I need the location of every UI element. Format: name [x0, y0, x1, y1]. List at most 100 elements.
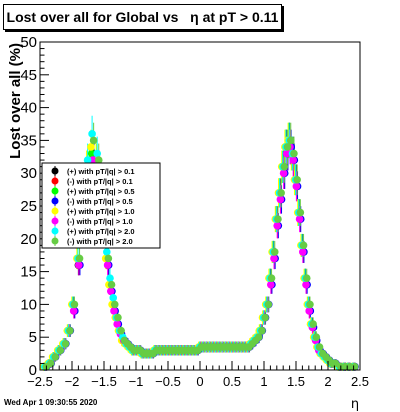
data-point: [69, 307, 78, 315]
legend-swatch: [51, 187, 59, 195]
y-axis-label: Lost over all (%): [7, 43, 24, 159]
x-tick-label: −2.5: [27, 374, 53, 389]
x-tick-label: −2: [65, 374, 80, 389]
legend-label: (-) with pT/|q| > 0.5: [67, 197, 133, 206]
data-points: [39, 130, 359, 371]
data-point: [106, 274, 114, 282]
data-point: [94, 156, 103, 164]
data-point: [306, 300, 314, 309]
data-point: [261, 313, 269, 322]
data-point: [267, 274, 276, 282]
legend-label: (+) with pT/|q| > 0.5: [67, 187, 135, 196]
data-point: [276, 195, 285, 204]
data-point: [88, 130, 96, 138]
legend: (+) with pT/|q| > 0.1 (-) with pT/|q| > 0…: [41, 162, 161, 249]
data-point: [270, 248, 279, 256]
legend-swatch: [51, 237, 59, 245]
data-point: [296, 208, 305, 217]
data-point: [110, 300, 119, 309]
legend-swatch: [51, 167, 59, 175]
data-point: [274, 215, 282, 223]
data-point: [283, 143, 292, 151]
y-tick-label: 35: [20, 132, 37, 149]
axes: −2.5 −2 −1.5 −1 −0.5 0 0.5 1 1.5 2 2.5 0 5 10 15 20 25 30…: [20, 34, 369, 389]
y-tick-label: 5: [29, 329, 37, 346]
data-point: [299, 241, 308, 250]
data-point: [103, 248, 111, 256]
x-tick-label: −1.5: [91, 374, 117, 389]
data-point: [270, 254, 278, 263]
data-point: [350, 362, 359, 371]
legend-swatch: [51, 207, 59, 215]
legend-swatch: [51, 177, 59, 185]
data-point: [107, 280, 116, 289]
data-point: [106, 287, 115, 296]
data-point: [264, 300, 273, 309]
legend-label: (+) with pT/|q| > 0.1: [67, 167, 135, 176]
y-tick-label: 10: [20, 296, 37, 313]
y-tick-label: 0: [29, 362, 37, 379]
data-point: [258, 326, 266, 335]
data-point: [282, 149, 291, 158]
data-point: [293, 175, 301, 184]
data-point: [266, 280, 275, 289]
x-tick-label: 1: [260, 374, 267, 389]
data-point: [89, 156, 97, 164]
chart-title-box: Lost over all for Global vs η at pT > 0.…: [3, 4, 282, 30]
data-point: [302, 280, 310, 289]
data-point: [61, 339, 70, 348]
legend-label: (+) with pT/|q| > 2.0: [67, 227, 135, 236]
data-point: [298, 248, 307, 256]
data-point: [104, 254, 113, 263]
data-point: [273, 221, 281, 230]
y-tick-label: 50: [20, 34, 37, 51]
data-point: [66, 326, 74, 335]
data-point: [279, 169, 288, 177]
data-point: [87, 143, 95, 151]
chart-title: Lost over all for Global vs η at pT > 0.…: [6, 9, 279, 25]
data-point: [117, 326, 125, 335]
x-tick-label: 0.5: [223, 374, 241, 389]
x-tick-label: 2.5: [351, 374, 369, 389]
legend-label: (-) with pT/|q| > 1.0: [67, 217, 133, 226]
data-point: [286, 136, 295, 145]
data-point: [83, 156, 92, 164]
y-tick-label: 45: [20, 67, 37, 84]
data-point: [302, 274, 311, 282]
data-point: [56, 346, 65, 355]
data-point: [70, 300, 79, 309]
data-point: [109, 294, 118, 302]
legend-swatch: [51, 197, 59, 205]
data-point: [309, 320, 317, 328]
y-tick-label: 15: [20, 264, 37, 281]
data-point: [75, 254, 84, 263]
legend-swatch: [51, 217, 59, 225]
data-point: [280, 162, 289, 171]
data-point: [312, 333, 321, 342]
x-axis-label: η: [351, 397, 359, 412]
legend-label: (+) with pT/|q| > 1.0: [67, 207, 135, 216]
legend-swatch: [51, 227, 59, 235]
data-point: [74, 261, 83, 269]
data-point: [290, 149, 298, 158]
data-point: [46, 359, 55, 368]
x-tick-label: −0.5: [155, 374, 181, 389]
data-point: [51, 353, 60, 361]
data-point: [277, 189, 285, 197]
x-tick-label: 2: [324, 374, 331, 389]
y-tick-label: 30: [20, 165, 37, 182]
data-point: [254, 333, 263, 342]
timestamp: Wed Apr 1 09:30:55 2020: [4, 398, 98, 407]
legend-label: (-) with pT/|q| > 2.0: [67, 237, 133, 246]
data-point: [114, 313, 122, 322]
data-point: [315, 343, 324, 351]
x-tick-label: 1.5: [287, 374, 305, 389]
y-tick-label: 40: [20, 100, 37, 117]
x-tick-label: 0: [196, 374, 203, 389]
y-tick-label: 25: [20, 198, 37, 215]
y-tick-label: 20: [20, 231, 37, 248]
data-point: [113, 320, 121, 328]
legend-box: [41, 162, 161, 249]
data-point: [289, 156, 297, 164]
